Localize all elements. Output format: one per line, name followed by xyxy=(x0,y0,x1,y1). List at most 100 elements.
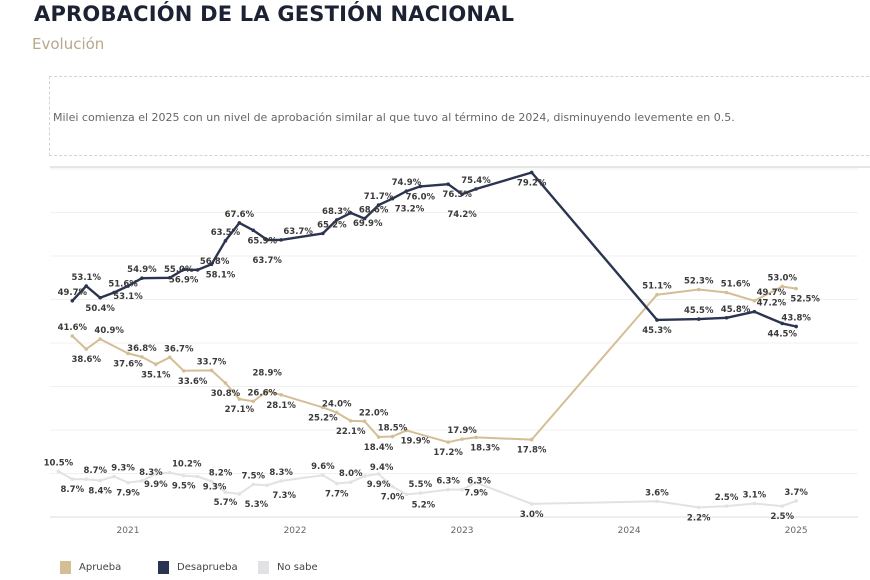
data-point xyxy=(390,196,395,201)
data-point xyxy=(335,481,339,486)
data-point xyxy=(529,437,534,442)
data-label: 9.9% xyxy=(144,480,168,490)
data-point xyxy=(362,216,367,221)
legend-swatch xyxy=(158,561,169,574)
data-label: 53.1% xyxy=(113,292,143,302)
data-label: 41.6% xyxy=(58,323,88,333)
data-point xyxy=(265,238,270,242)
data-label: 56.9% xyxy=(169,275,199,285)
data-point xyxy=(376,472,381,476)
data-point xyxy=(529,502,534,506)
data-point xyxy=(752,309,757,314)
data-point xyxy=(140,355,144,359)
data-point xyxy=(223,381,228,385)
data-point xyxy=(321,231,325,236)
data-label: 7.9% xyxy=(116,489,140,499)
data-point xyxy=(84,284,89,288)
x-tick-label: 2021 xyxy=(117,526,140,536)
data-point xyxy=(780,504,785,508)
data-point xyxy=(181,369,186,373)
data-label: 22.0% xyxy=(359,408,389,418)
data-label: 74.2% xyxy=(447,210,477,220)
data-point xyxy=(460,437,464,441)
data-label: 33.6% xyxy=(178,377,208,387)
data-label: 9.6% xyxy=(311,462,335,472)
data-label: 45.3% xyxy=(642,326,672,336)
legend-swatch xyxy=(258,561,269,574)
legend-label: No sabe xyxy=(277,562,318,573)
data-point xyxy=(237,221,242,225)
data-point xyxy=(98,337,102,341)
data-label: 74.9% xyxy=(392,178,422,188)
legend-swatch xyxy=(60,561,71,574)
data-label: 36.7% xyxy=(164,344,194,354)
data-point xyxy=(418,184,423,189)
data-label: 28.9% xyxy=(252,368,282,378)
x-tick-label: 2024 xyxy=(618,526,641,536)
data-point xyxy=(404,189,409,193)
data-point xyxy=(223,238,228,243)
data-label: 8.3% xyxy=(139,468,163,478)
data-point xyxy=(655,499,659,504)
data-point xyxy=(696,287,701,292)
data-point xyxy=(181,267,186,272)
legend-label: Aprueba xyxy=(79,562,122,573)
data-label: 9.4% xyxy=(370,463,394,473)
data-label: 68.6% xyxy=(359,206,389,216)
note-box: Milei comienza el 2025 con un nivel de a… xyxy=(49,76,870,156)
data-point xyxy=(724,290,729,295)
page-subtitle: Evolución xyxy=(32,35,105,53)
legend-item-desaprueba[interactable]: Desaprueba xyxy=(158,561,238,574)
data-label: 2.5% xyxy=(770,512,794,522)
data-label: 33.7% xyxy=(197,357,227,367)
data-label: 7.3% xyxy=(272,491,296,501)
data-label: 38.6% xyxy=(71,355,101,365)
x-tick-label: 2022 xyxy=(284,526,307,536)
data-point xyxy=(404,428,409,433)
data-label: 17.8% xyxy=(517,446,547,456)
data-point xyxy=(126,480,130,485)
data-label: 7.5% xyxy=(241,471,265,481)
data-label: 68.3% xyxy=(322,207,352,217)
data-point xyxy=(474,480,478,485)
data-label: 8.3% xyxy=(269,468,293,478)
data-label: 69.9% xyxy=(353,219,383,229)
data-label: 51.6% xyxy=(721,280,751,290)
data-label: 3.1% xyxy=(743,491,767,501)
note-text: Milei comienza el 2025 con un nivel de a… xyxy=(53,111,735,124)
data-point xyxy=(780,321,785,326)
data-label: 5.2% xyxy=(412,500,436,510)
data-label: 5.3% xyxy=(245,500,269,510)
data-point xyxy=(181,473,186,478)
legend-item-aprueba[interactable]: Aprueba xyxy=(60,561,121,574)
data-point xyxy=(265,389,270,394)
data-point xyxy=(390,484,395,489)
data-point xyxy=(84,477,89,481)
legend-item-no-sabe[interactable]: No sabe xyxy=(258,561,318,574)
page-title: APROBACIÓN DE LA GESTIÓN NACIONAL xyxy=(34,2,515,26)
data-point xyxy=(56,469,61,474)
data-point xyxy=(98,478,102,483)
data-label: 28.1% xyxy=(266,401,296,411)
data-label: 53.1% xyxy=(71,273,101,283)
data-label: 35.1% xyxy=(141,370,171,380)
data-point xyxy=(126,284,130,288)
data-point xyxy=(321,405,325,410)
data-point xyxy=(251,228,256,233)
data-point xyxy=(446,487,450,492)
data-label: 73.2% xyxy=(395,205,425,215)
data-label: 22.1% xyxy=(336,427,366,437)
data-point xyxy=(237,492,242,496)
data-point xyxy=(195,268,200,272)
data-point xyxy=(752,299,757,303)
data-label: 30.8% xyxy=(211,389,241,399)
data-label: 9.5% xyxy=(172,482,196,492)
data-label: 52.5% xyxy=(790,295,820,305)
data-label: 19.9% xyxy=(401,436,431,446)
data-point xyxy=(167,355,172,360)
data-point xyxy=(696,505,701,510)
data-point xyxy=(70,299,75,303)
data-label: 9.9% xyxy=(367,480,391,490)
data-label: 49.7% xyxy=(58,288,88,298)
data-point xyxy=(209,262,214,267)
